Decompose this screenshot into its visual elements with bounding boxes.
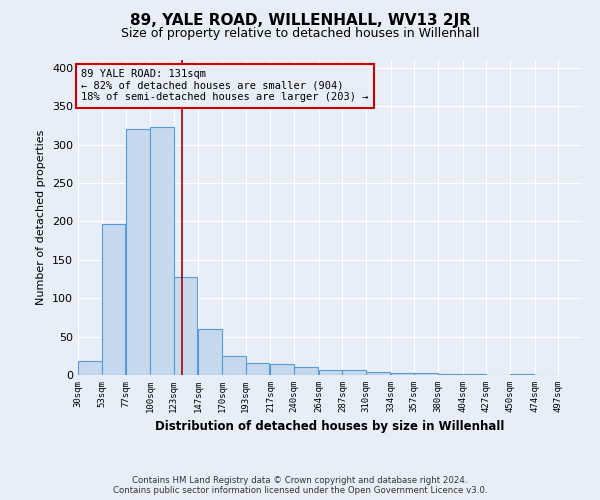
Y-axis label: Number of detached properties: Number of detached properties xyxy=(37,130,46,305)
Bar xyxy=(438,374,461,375)
Bar xyxy=(343,370,366,375)
Bar xyxy=(319,370,343,375)
Bar xyxy=(150,127,173,375)
Bar xyxy=(199,329,222,375)
Bar xyxy=(127,129,150,375)
Bar xyxy=(415,374,438,375)
Bar xyxy=(245,364,269,375)
Bar xyxy=(271,364,294,375)
X-axis label: Distribution of detached houses by size in Willenhall: Distribution of detached houses by size … xyxy=(155,420,505,434)
Text: Contains HM Land Registry data © Crown copyright and database right 2024.
Contai: Contains HM Land Registry data © Crown c… xyxy=(113,476,487,495)
Bar xyxy=(463,374,487,375)
Bar xyxy=(222,356,245,375)
Bar xyxy=(366,372,389,375)
Text: 89 YALE ROAD: 131sqm
← 82% of detached houses are smaller (904)
18% of semi-deta: 89 YALE ROAD: 131sqm ← 82% of detached h… xyxy=(81,69,368,102)
Text: Size of property relative to detached houses in Willenhall: Size of property relative to detached ho… xyxy=(121,28,479,40)
Bar xyxy=(294,366,317,375)
Bar xyxy=(391,374,415,375)
Bar xyxy=(101,224,125,375)
Bar xyxy=(510,374,533,375)
Text: 89, YALE ROAD, WILLENHALL, WV13 2JR: 89, YALE ROAD, WILLENHALL, WV13 2JR xyxy=(130,12,470,28)
Bar xyxy=(78,361,101,375)
Bar xyxy=(173,278,197,375)
